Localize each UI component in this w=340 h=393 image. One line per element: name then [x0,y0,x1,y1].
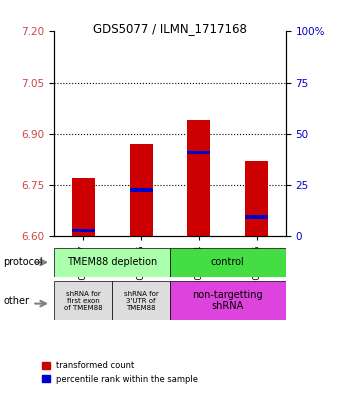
Bar [130,144,153,236]
Text: TMEM88 depletion: TMEM88 depletion [67,257,157,267]
Bar [72,229,95,232]
Text: shRNA for
first exon
of TMEM88: shRNA for first exon of TMEM88 [64,291,103,310]
Bar [187,151,210,154]
Bar [72,178,95,236]
Text: shRNA for
3'UTR of
TMEM88: shRNA for 3'UTR of TMEM88 [124,291,158,310]
Bar [187,120,210,236]
Bar [130,188,153,191]
Bar [245,161,268,236]
Legend: transformed count, percentile rank within the sample: transformed count, percentile rank withi… [38,358,202,387]
Bar [170,281,286,320]
Text: other: other [3,296,29,306]
Bar [245,215,268,219]
Bar [54,248,170,277]
Text: GDS5077 / ILMN_1717168: GDS5077 / ILMN_1717168 [93,22,247,35]
Text: non-targetting
shRNA: non-targetting shRNA [192,290,263,311]
Bar [170,248,286,277]
Bar [54,281,112,320]
Bar [112,281,170,320]
Text: protocol: protocol [3,257,43,267]
Text: control: control [211,257,245,267]
